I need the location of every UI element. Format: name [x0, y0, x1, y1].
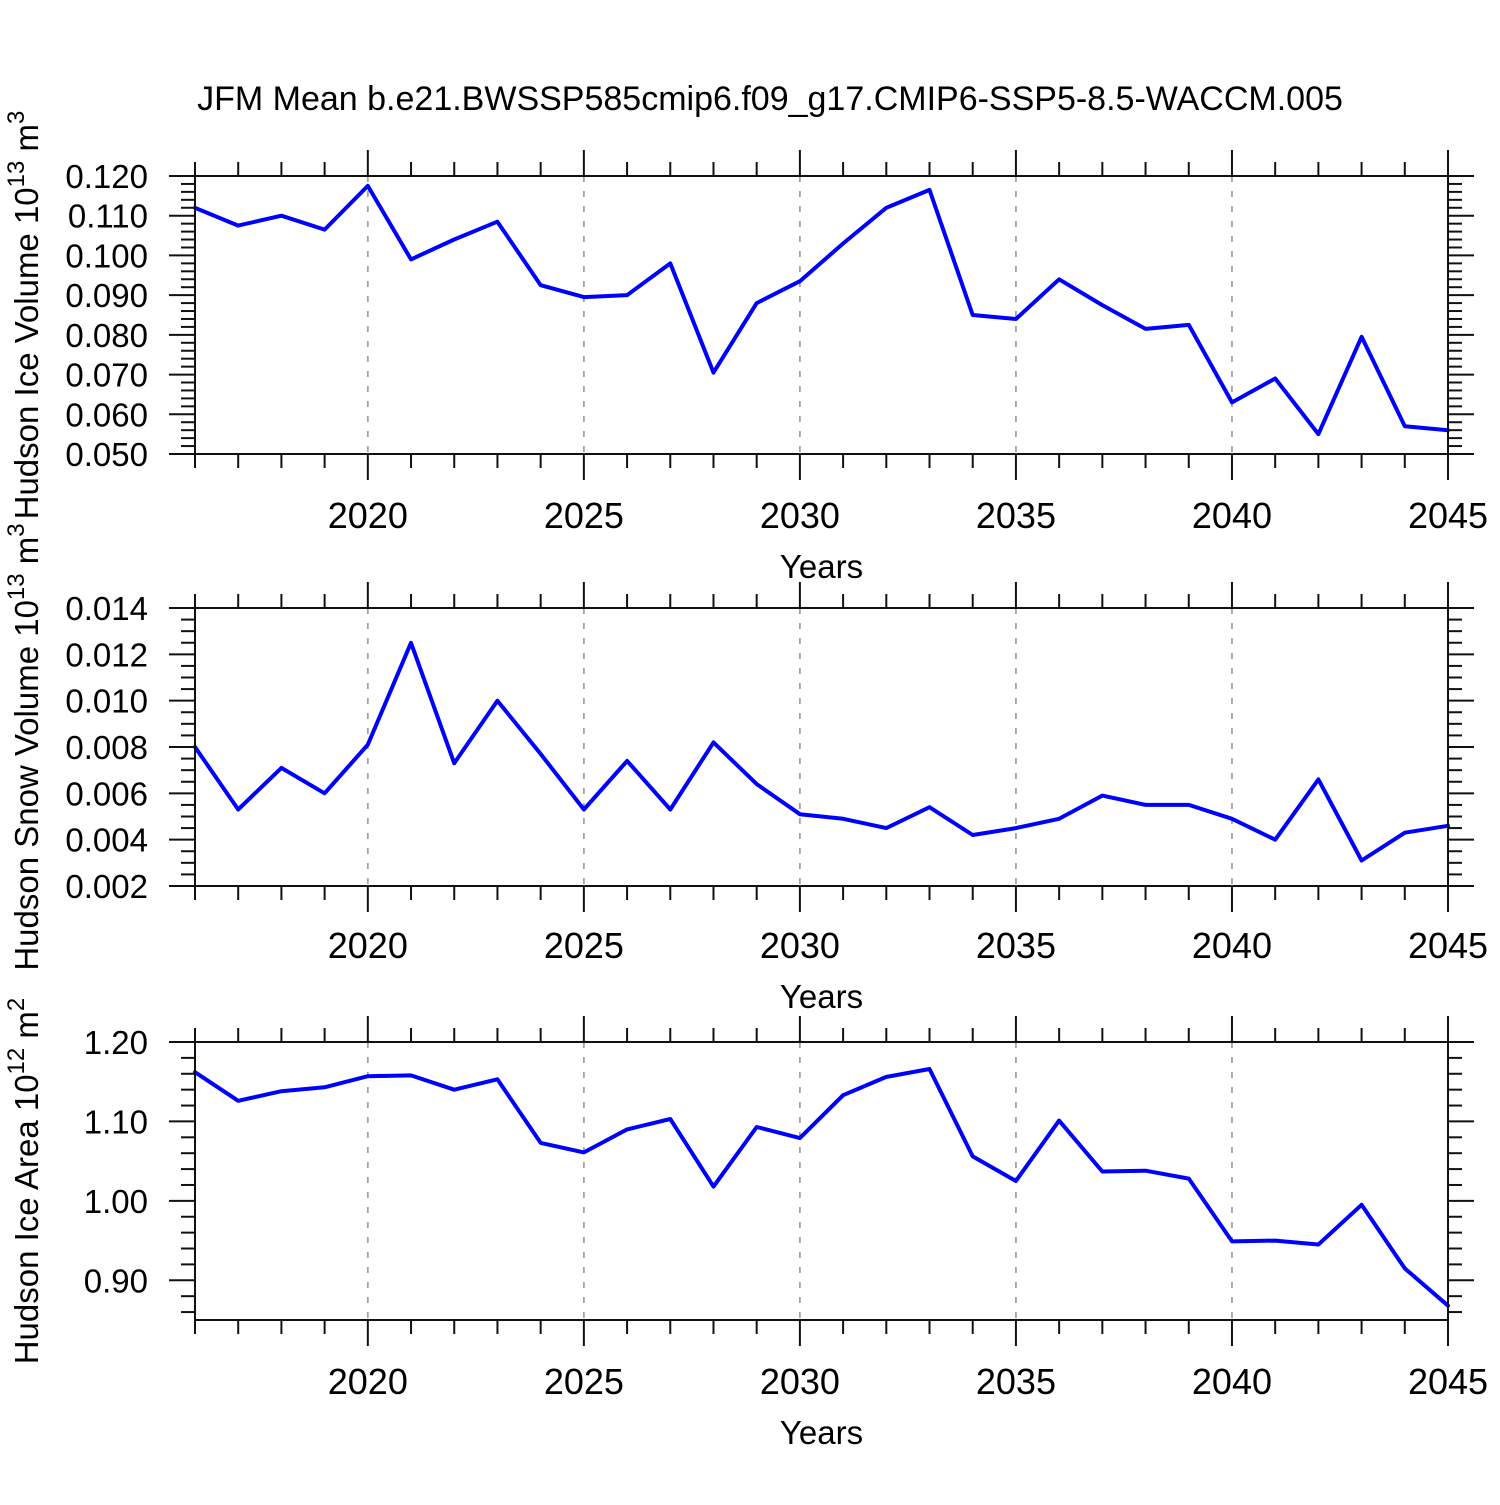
data-line-hudson-ice-area — [193, 1067, 1450, 1308]
plot-frame — [194, 1041, 1449, 1321]
y-axis-title-group: Hudson Ice Volume 1013 m3 — [3, 111, 45, 520]
panel-hudson-snow-volume: 0.002 0.004 0.006 0.008 0.010 0.012 0.014 2020 2… — [3, 523, 1488, 1015]
x-tick-label: 2030 — [760, 495, 840, 536]
data-line-hudson-ice-volume — [193, 183, 1450, 437]
x-tick-label: 2030 — [760, 925, 840, 966]
plot-frame — [194, 175, 1449, 455]
x-axis-title: Years — [780, 1414, 863, 1451]
x-axis-title: Years — [780, 978, 863, 1015]
y-tick-label: 0.120 — [65, 158, 148, 195]
x-tick-label: 2025 — [544, 495, 624, 536]
x-tick-label: 2040 — [1192, 495, 1272, 536]
y-tick-label: 0.002 — [65, 868, 148, 905]
y-tick-label: 0.090 — [65, 277, 148, 314]
x-axis-title: Years — [780, 548, 863, 585]
y-tick-label: 0.110 — [68, 198, 148, 235]
y-tick-label: 0.010 — [65, 683, 148, 720]
panel-hudson-ice-volume: 0.0500.0600.0700.0800.0900.1000.1100.120… — [3, 111, 1488, 585]
data-line-hudson-snow-volume — [193, 640, 1450, 863]
y-tick-label: 0.060 — [65, 396, 148, 433]
x-tick-label: 2030 — [760, 1361, 840, 1402]
x-tick-label: 2040 — [1192, 925, 1272, 966]
y-tick-label: 0.080 — [65, 317, 148, 354]
x-tick-label: 2040 — [1192, 1361, 1272, 1402]
y-tick-label: 0.008 — [65, 729, 148, 766]
plot-frame — [194, 607, 1449, 887]
panel-hudson-ice-area: 0.90 1.00 1.10 1.20 2020 2025 2030 2035 2040 2045… — [3, 998, 1488, 1451]
y-tick-label: 0.90 — [84, 1262, 148, 1299]
y-tick-label: 1.20 — [84, 1024, 148, 1061]
y-axis-title: Hudson Ice Volume 1013 m3 — [3, 111, 45, 520]
x-tick-label: 2045 — [1408, 495, 1488, 536]
x-tick-label: 2020 — [328, 1361, 408, 1402]
y-tick-label: 0.100 — [65, 237, 148, 274]
y-axis-title-group: Hudson Snow Volume 1013 m3 — [3, 523, 45, 970]
chart-title: JFM Mean b.e21.BWSSP585cmip6.f09_g17.CMI… — [197, 80, 1343, 118]
y-tick-label: 1.00 — [84, 1183, 148, 1220]
x-tick-label: 2025 — [544, 925, 624, 966]
y-axis-title: Hudson Snow Volume 1013 m3 — [3, 523, 45, 970]
x-tick-label: 2025 — [544, 1361, 624, 1402]
y-axis-title: Hudson Ice Area 1012 m2 — [3, 998, 45, 1365]
panels-group: 0.0500.0600.0700.0800.0900.1000.1100.120… — [3, 111, 1488, 1451]
y-tick-label: 0.004 — [65, 822, 148, 859]
x-tick-label: 2020 — [328, 925, 408, 966]
y-tick-label: 1.10 — [84, 1103, 148, 1140]
y-axis-title-group: Hudson Ice Area 1012 m2 — [3, 998, 45, 1365]
x-tick-label: 2035 — [976, 1361, 1056, 1402]
y-tick-label: 0.012 — [65, 636, 148, 673]
y-tick-label: 0.006 — [65, 775, 148, 812]
y-tick-label: 0.070 — [65, 357, 148, 394]
x-tick-label: 2045 — [1408, 1361, 1488, 1402]
x-tick-label: 2035 — [976, 925, 1056, 966]
x-tick-label: 2035 — [976, 495, 1056, 536]
x-tick-label: 2045 — [1408, 925, 1488, 966]
x-tick-label: 2020 — [328, 495, 408, 536]
y-tick-label: 0.014 — [65, 590, 148, 627]
y-tick-label: 0.050 — [65, 436, 148, 473]
